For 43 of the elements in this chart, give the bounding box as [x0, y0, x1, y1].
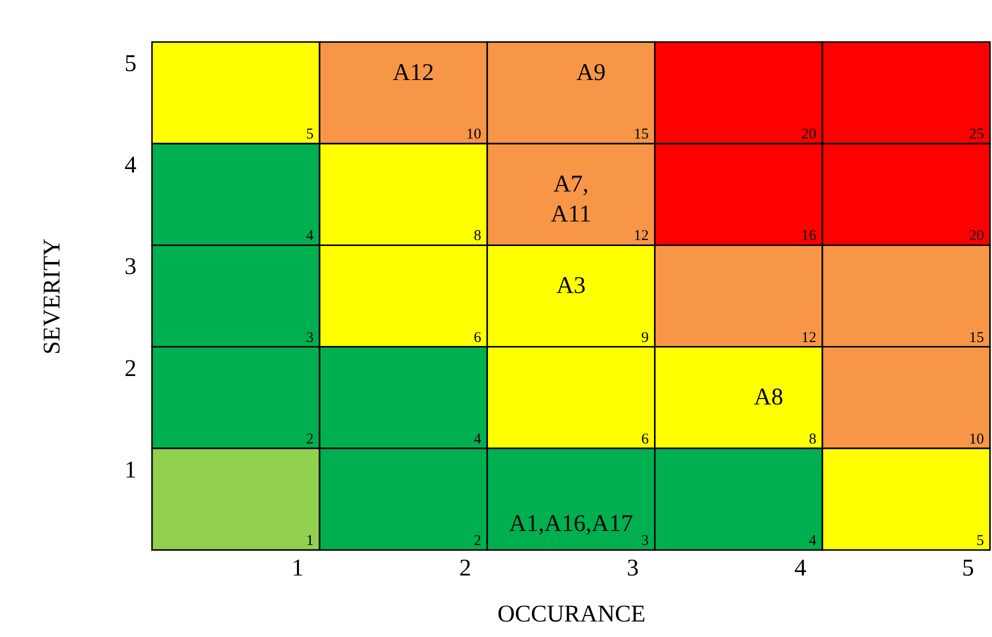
y-tick-label: 2	[124, 356, 136, 382]
data-label: 2	[306, 431, 314, 448]
data-label: 2	[474, 533, 482, 549]
annotation: A7, A11	[550, 171, 592, 228]
data-label: 20	[801, 126, 816, 143]
data-label: 6	[474, 330, 482, 346]
data-label: 15	[634, 126, 649, 143]
data-label: 12	[634, 228, 649, 244]
data-label: 20	[969, 228, 984, 244]
data-label: 3	[306, 330, 314, 346]
data-label: 16	[801, 228, 817, 244]
data-label: 5	[306, 126, 314, 143]
data-label: 5	[976, 533, 984, 549]
data-label: 15	[969, 330, 984, 346]
y-axis-title: SEVERITY	[40, 238, 66, 354]
x-tick-label: 2	[459, 556, 472, 582]
data-label: 9	[641, 330, 649, 346]
annotation: A9	[576, 60, 606, 86]
annotation: A3	[556, 273, 586, 299]
x-tick-label: 3	[626, 556, 639, 582]
data-label: 4	[306, 228, 314, 244]
annotation: A1,A16,A17	[509, 511, 633, 538]
data-label: 10	[466, 126, 482, 143]
x-tick-label: 5	[962, 556, 974, 582]
data-label: 1	[306, 533, 314, 549]
y-tick-label: 4	[124, 152, 136, 179]
y-tick-label: 5	[124, 51, 136, 77]
data-label: 3	[641, 533, 649, 549]
x-axis-title: OCCURANCE	[497, 602, 646, 628]
y-tick-label: 1	[124, 457, 136, 484]
x-tick-label: 4	[794, 556, 806, 582]
data-label: 10	[969, 431, 984, 448]
data-label: 12	[801, 330, 816, 346]
data-label: 8	[808, 431, 816, 448]
data-label: 8	[474, 228, 482, 244]
annotation: A8	[754, 384, 784, 411]
annotation: A12	[392, 60, 434, 86]
data-label: 25	[969, 126, 984, 143]
data-label: 6	[641, 431, 650, 448]
data-label: 4	[474, 431, 482, 448]
x-tick-label: 1	[292, 556, 304, 582]
y-tick-label: 3	[124, 254, 136, 280]
data-label: 4	[808, 533, 817, 549]
